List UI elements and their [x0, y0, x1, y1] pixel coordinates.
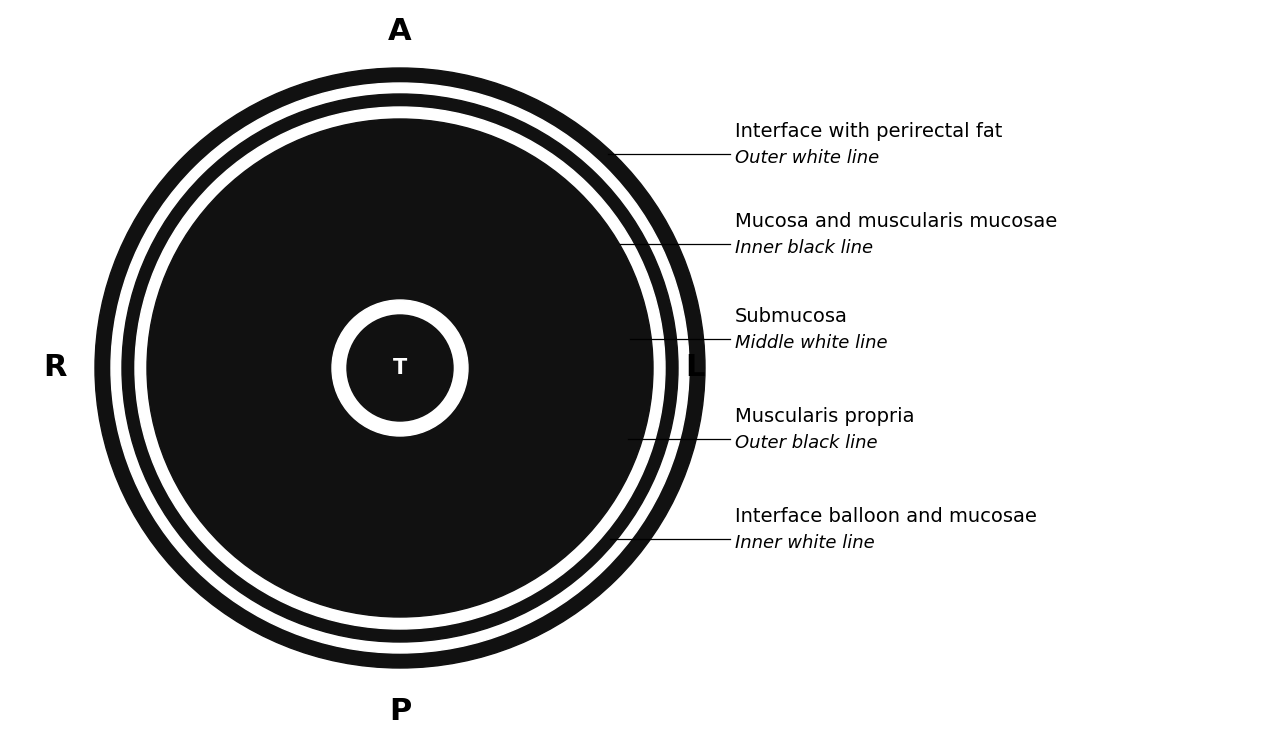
Text: Muscularis propria: Muscularis propria: [735, 407, 914, 426]
Text: Outer white line: Outer white line: [735, 149, 879, 167]
Text: T: T: [393, 358, 407, 378]
Text: Submucosa: Submucosa: [735, 307, 848, 326]
Text: Interface balloon and mucosae: Interface balloon and mucosae: [735, 507, 1037, 526]
Ellipse shape: [347, 315, 453, 421]
Ellipse shape: [95, 68, 705, 668]
Text: R: R: [43, 353, 67, 383]
Ellipse shape: [333, 300, 468, 436]
Text: P: P: [389, 696, 411, 726]
Text: Middle white line: Middle white line: [735, 334, 888, 352]
Ellipse shape: [122, 94, 678, 642]
Text: Inner black line: Inner black line: [735, 239, 874, 257]
Text: Interface with perirectal fat: Interface with perirectal fat: [735, 122, 1003, 141]
Ellipse shape: [147, 119, 654, 617]
Text: Outer black line: Outer black line: [735, 434, 877, 452]
Text: L: L: [686, 353, 705, 383]
Ellipse shape: [136, 107, 665, 629]
Text: Inner white line: Inner white line: [735, 534, 875, 552]
Text: A: A: [389, 16, 412, 46]
Text: Mucosa and muscularis mucosae: Mucosa and muscularis mucosae: [735, 212, 1058, 231]
Ellipse shape: [111, 83, 689, 653]
